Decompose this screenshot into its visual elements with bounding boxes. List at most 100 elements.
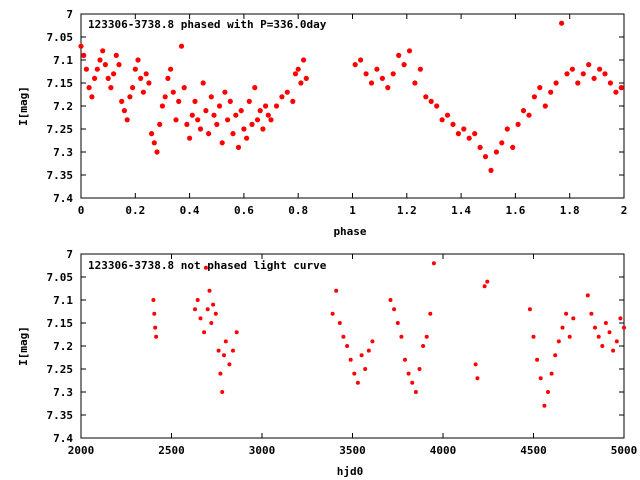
data-point	[434, 103, 440, 109]
data-point	[121, 108, 127, 114]
data-point	[284, 89, 290, 95]
data-point	[105, 75, 111, 81]
data-point	[301, 57, 307, 63]
data-point	[417, 66, 423, 72]
data-point	[124, 117, 130, 123]
data-point	[370, 339, 375, 344]
data-point	[219, 140, 225, 146]
data-point	[622, 325, 626, 330]
y-tick-label: 7.35	[47, 409, 74, 422]
data-point	[214, 121, 220, 127]
data-point	[135, 57, 141, 63]
data-point	[499, 140, 505, 146]
data-point	[444, 112, 451, 118]
y-tick-label: 7.15	[47, 317, 74, 330]
data-point	[348, 357, 353, 362]
data-point	[290, 98, 296, 104]
data-point	[538, 376, 543, 381]
data-point	[111, 71, 117, 77]
data-point	[157, 121, 163, 127]
x-tick-label: 0.2	[125, 204, 145, 217]
data-point	[611, 348, 616, 353]
data-point	[334, 288, 339, 293]
data-point	[352, 371, 357, 376]
y-tick-label: 7	[66, 248, 73, 261]
data-point	[410, 380, 415, 385]
y-axis-label: I[mag]	[17, 86, 30, 126]
data-point	[165, 75, 171, 81]
data-point	[412, 80, 418, 86]
data-point	[600, 344, 605, 348]
data-point	[390, 71, 396, 77]
y-tick-label: 7.25	[47, 363, 74, 376]
data-point	[200, 80, 206, 86]
data-point	[213, 311, 218, 316]
data-point	[428, 98, 434, 104]
x-tick-label: 0.4	[180, 204, 200, 217]
data-point	[292, 71, 299, 77]
data-point	[618, 316, 623, 321]
data-point	[234, 330, 239, 335]
data-point	[116, 62, 122, 68]
x-tick-label: 5000	[611, 444, 638, 457]
data-point	[485, 279, 490, 284]
data-point	[207, 288, 212, 293]
data-point	[263, 103, 269, 109]
data-point	[216, 103, 223, 109]
data-point	[406, 371, 411, 376]
y-tick-label: 7.05	[47, 271, 74, 284]
data-point	[227, 98, 233, 104]
y-tick-label: 7	[66, 8, 73, 21]
data-points	[78, 20, 624, 173]
x-tick-label: 3000	[249, 444, 276, 457]
data-point	[368, 80, 375, 86]
data-point	[254, 117, 261, 123]
data-point	[198, 316, 203, 321]
data-point	[358, 57, 364, 63]
data-point	[542, 403, 547, 408]
data-point	[466, 135, 472, 141]
x-tick-label: 0.8	[288, 204, 308, 217]
data-point	[143, 71, 149, 77]
data-point	[298, 80, 304, 86]
data-point	[130, 85, 136, 91]
data-point	[431, 261, 436, 266]
y-tick-label: 7.1	[53, 294, 73, 307]
data-point	[83, 66, 89, 72]
data-point	[268, 117, 274, 123]
x-tick-label: 0.6	[234, 204, 254, 217]
data-point	[211, 302, 216, 307]
data-point	[424, 334, 429, 339]
data-point	[475, 376, 480, 381]
data-point	[113, 52, 119, 59]
data-point	[181, 85, 187, 91]
data-point	[363, 367, 368, 371]
data-point	[403, 357, 407, 362]
y-tick-label: 7.15	[47, 77, 74, 90]
data-point	[154, 149, 160, 155]
data-point	[527, 307, 532, 312]
data-point	[249, 121, 255, 127]
data-point	[220, 390, 225, 394]
data-point	[337, 321, 342, 325]
data-point	[535, 357, 540, 362]
data-point	[385, 85, 391, 91]
data-point	[564, 311, 569, 316]
data-point	[388, 298, 393, 302]
data-point	[589, 311, 594, 316]
data-point	[591, 75, 597, 81]
data-point	[241, 126, 247, 132]
axis-ticks: 2000 2500 3000 3500 4000 4500 5000 7 7.05 7.1 7.15…	[47, 248, 638, 457]
data-point	[472, 131, 478, 137]
data-point	[546, 390, 550, 394]
data-point	[222, 353, 226, 358]
x-tick-label: 1.4	[451, 204, 471, 217]
data-point	[504, 126, 510, 132]
data-point	[366, 348, 371, 353]
data-point	[184, 121, 190, 127]
data-point	[396, 52, 402, 59]
data-point	[208, 94, 214, 100]
data-point	[482, 154, 489, 160]
data-point	[230, 131, 236, 137]
data-point	[567, 334, 572, 339]
